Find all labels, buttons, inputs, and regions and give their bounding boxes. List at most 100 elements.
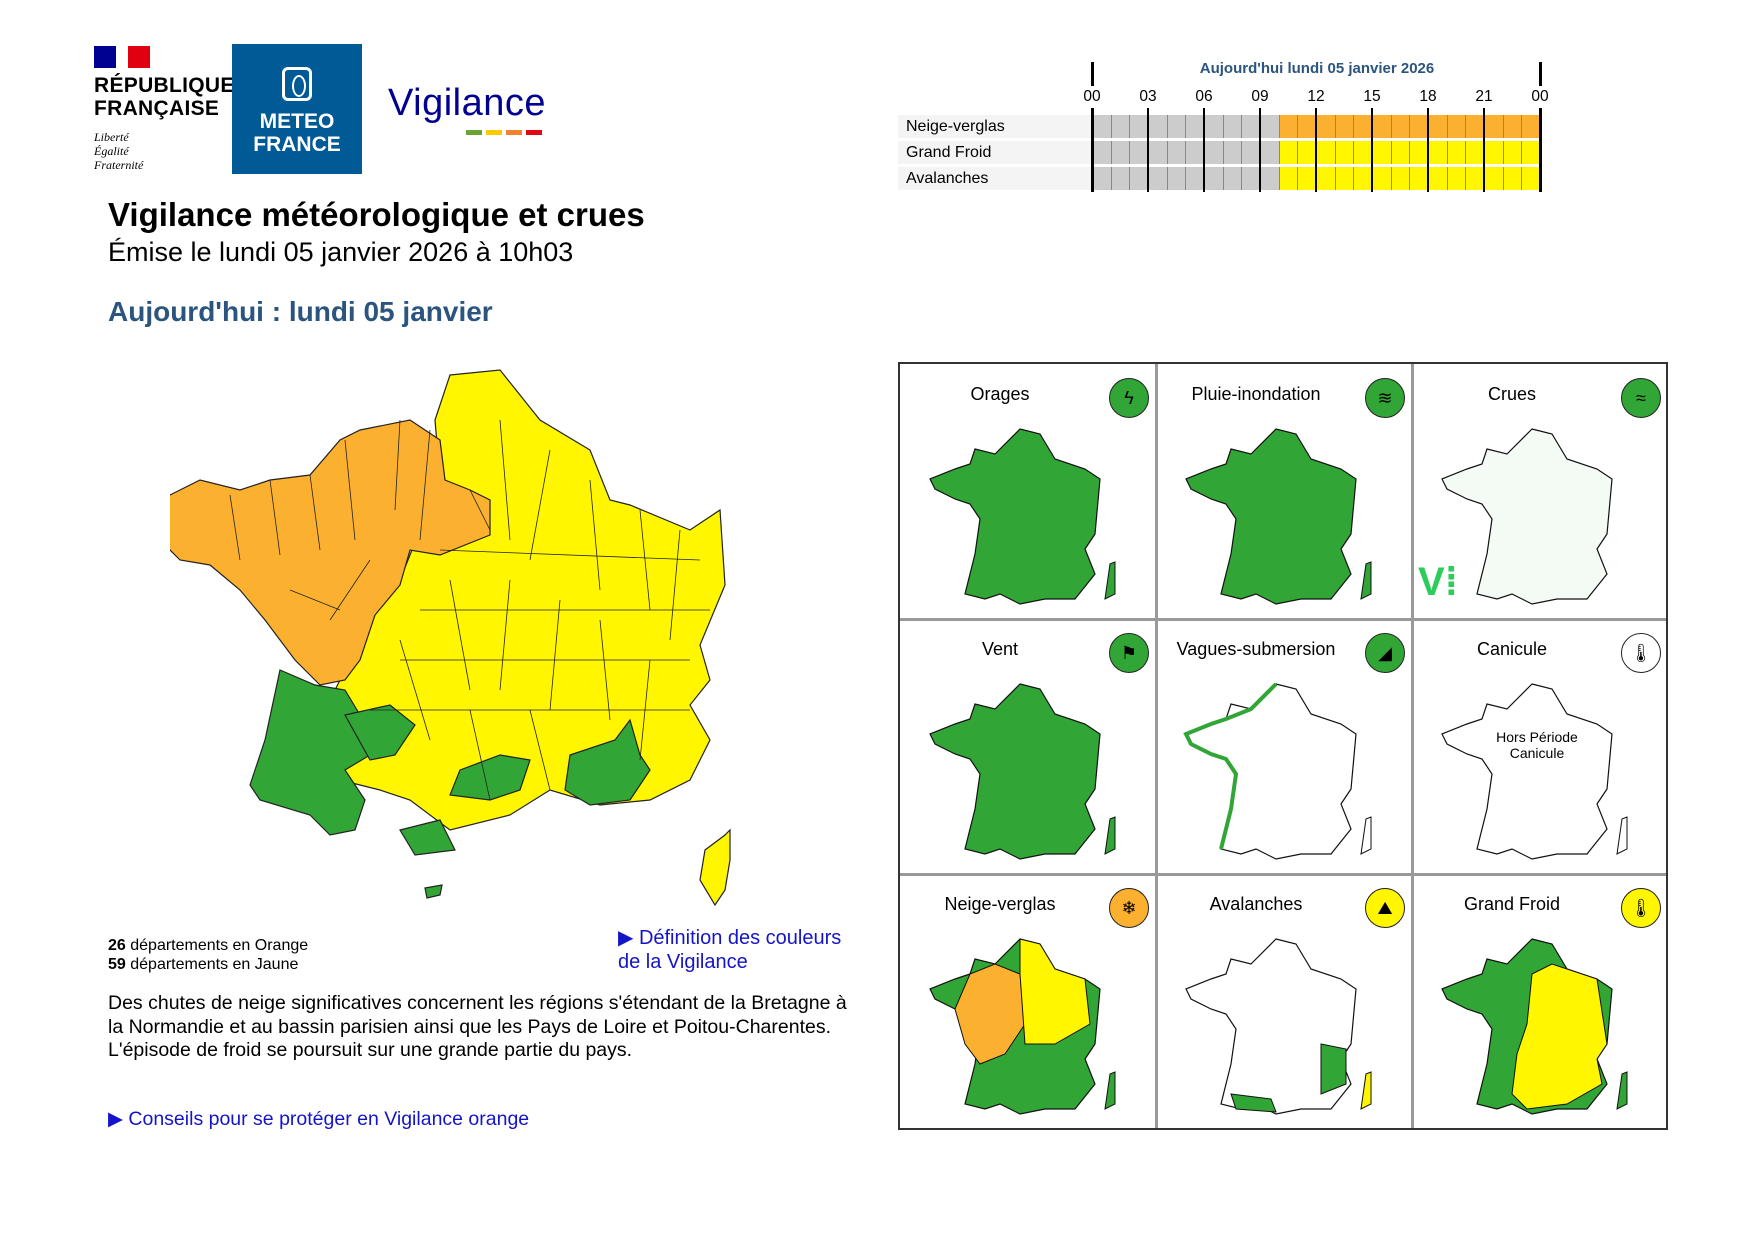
timeline-hour-cell — [1502, 141, 1522, 164]
timeline-hour-cell — [1297, 141, 1317, 164]
timeline-major-tick — [1371, 108, 1373, 192]
vigilance-word: Vigilance — [388, 82, 547, 124]
timeline-hour-cell — [1372, 115, 1391, 138]
france-vigilance-map[interactable] — [170, 360, 770, 940]
map-region-green-lot — [344, 704, 416, 761]
phenomenon-title: Pluie-inondation — [1191, 384, 1321, 404]
timeline-hour-cell — [1409, 141, 1429, 164]
map-region-green-pyrenees — [399, 819, 456, 856]
timeline-row-cells — [1092, 167, 1541, 190]
timeline-day-boundary — [1539, 62, 1542, 86]
timeline-row-label: Avalanches — [898, 167, 1092, 190]
timeline-hour-cell — [1092, 167, 1111, 190]
phenomenon-title: Canicule — [1476, 639, 1548, 659]
phenomena-grid: Orages ϟ Pluie-inondation ≋ Crues ≈ V⁞ Vent ⚑… — [898, 362, 1668, 1130]
phenomenon-card-pluie-inondation[interactable]: Pluie-inondation ≋ — [1156, 364, 1413, 620]
timeline-hour-cell — [1166, 141, 1186, 164]
timeline-hour-cell — [1334, 115, 1354, 138]
phenomenon-title: Crues — [1487, 384, 1536, 404]
phenomenon-card-canicule[interactable]: Canicule 🌡 Hors Période Canicule — [1412, 619, 1669, 875]
vigilance-logo: Vigilance — [388, 82, 547, 135]
timeline-hour-label: 06 — [1195, 88, 1213, 105]
timeline-hour-cell — [1334, 141, 1354, 164]
phenomenon-title: Orages — [970, 384, 1030, 404]
map-region-corsica — [699, 828, 731, 907]
timeline-hour-cell — [1148, 167, 1167, 190]
timeline-hour-cell — [1428, 115, 1447, 138]
windsock-icon: ⚑ — [1109, 633, 1149, 673]
phenomenon-card-vent[interactable]: Vent ⚑ — [900, 619, 1157, 875]
timeline-hour-cell — [1129, 167, 1149, 190]
timeline-hour-cell — [1204, 167, 1223, 190]
color-definition-link[interactable]: ▶ Définition des couleurs de la Vigilanc… — [618, 927, 842, 973]
timeline-hour-cell — [1297, 115, 1317, 138]
thermometer-icon: 🌡 — [1621, 633, 1661, 673]
cold-thermometer-icon: 🌡 — [1621, 888, 1661, 928]
map-region-green-provence — [564, 718, 651, 806]
timeline-hour-cell — [1428, 141, 1447, 164]
timeline-hour-cell — [1353, 115, 1373, 138]
timeline-hour-cell — [1129, 115, 1149, 138]
timeline-hour-cell — [1204, 141, 1223, 164]
timeline-hour-cell — [1409, 115, 1429, 138]
timeline-hour-cell — [1260, 115, 1279, 138]
bulletin-description: Des chutes de neige significatives conce… — [108, 992, 847, 1061]
timeline-hour-cell — [1502, 115, 1522, 138]
timeline-hour-cell — [1502, 167, 1522, 190]
timeline-hour-cell — [1185, 115, 1205, 138]
meteo-france-name: METEO FRANCE — [253, 110, 341, 156]
meteo-france-logo: METEO FRANCE — [232, 44, 362, 174]
phenomenon-card-grand-froid[interactable]: Grand Froid 🌡 — [1412, 874, 1669, 1130]
page-title: Vigilance météorologique et crues — [108, 196, 645, 233]
timeline-hour-cell — [1465, 115, 1485, 138]
timeline-hour-cell — [1316, 115, 1335, 138]
yellow-count: 59 — [108, 956, 126, 973]
department-counts: 26 départements en Orange 59 département… — [108, 936, 308, 974]
mini-france-map — [1441, 428, 1613, 605]
phenomenon-card-crues[interactable]: Crues ≈ V⁞ — [1412, 364, 1669, 620]
timeline-row-cells — [1092, 115, 1541, 138]
snow-ice-icon: ❄ — [1109, 888, 1149, 928]
timeline-hour-cell — [1465, 167, 1485, 190]
phenomenon-title: Vent — [981, 639, 1019, 659]
phenomenon-card-vagues-submersion[interactable]: Vagues-submersion ◢ — [1156, 619, 1413, 875]
issued-timestamp: Émise le lundi 05 janvier 2026 à 10h03 — [108, 237, 574, 267]
canicule-off-season-note: Hors Période Canicule — [1496, 729, 1578, 761]
timeline-hour-cell — [1446, 115, 1466, 138]
timeline-major-tick — [1538, 108, 1542, 192]
timeline-hour-cell — [1521, 141, 1541, 164]
timeline-hour-cell — [1204, 115, 1223, 138]
phenomenon-title: Avalanches — [1209, 894, 1303, 914]
phenomenon-card-avalanches[interactable]: Avalanches ⛰ — [1156, 874, 1413, 1130]
map-region-green-sw — [249, 669, 391, 836]
grid-divider — [900, 873, 1666, 876]
timeline-hour-cell — [1278, 167, 1298, 190]
meteo-france-symbol-icon — [282, 67, 312, 101]
timeline-hour-label: 18 — [1419, 88, 1437, 105]
timeline-major-tick — [1090, 108, 1094, 192]
timeline-major-tick — [1483, 108, 1485, 192]
timeline-hour-cell — [1260, 167, 1279, 190]
timeline-hour-cell — [1166, 115, 1186, 138]
mini-france-map — [1185, 428, 1372, 605]
timeline-day-boundary — [1091, 62, 1094, 86]
phenomenon-card-neige-verglas[interactable]: Neige-verglas ❄ — [900, 874, 1157, 1130]
mini-france-map — [929, 428, 1116, 605]
orange-advice-link[interactable]: ▶ Conseils pour se protéger en Vigilance… — [108, 1108, 530, 1130]
phenomenon-card-orages[interactable]: Orages ϟ — [900, 364, 1157, 620]
timeline-hour-cell — [1390, 115, 1410, 138]
timeline-hour-cell — [1316, 167, 1335, 190]
republique-francaise-logo: RÉPUBLIQUE FRANÇAISE Liberté Égalité Fra… — [94, 46, 234, 176]
map-region-green-south — [449, 754, 531, 801]
mini-france-map — [929, 683, 1116, 860]
timeline-hour-cell — [1241, 115, 1261, 138]
orange-count: 26 — [108, 937, 126, 954]
timeline-major-tick — [1147, 108, 1149, 192]
timeline-hour-cell — [1390, 141, 1410, 164]
vigicrues-logo-icon: V⁞ — [1418, 560, 1458, 604]
timeline-row-label: Neige-verglas — [898, 115, 1092, 138]
timeline-hour-cell — [1446, 141, 1466, 164]
timeline-hour-label: 00 — [1531, 88, 1549, 105]
timeline-hour-label: 09 — [1251, 88, 1269, 105]
timeline-hour-cell — [1241, 141, 1261, 164]
